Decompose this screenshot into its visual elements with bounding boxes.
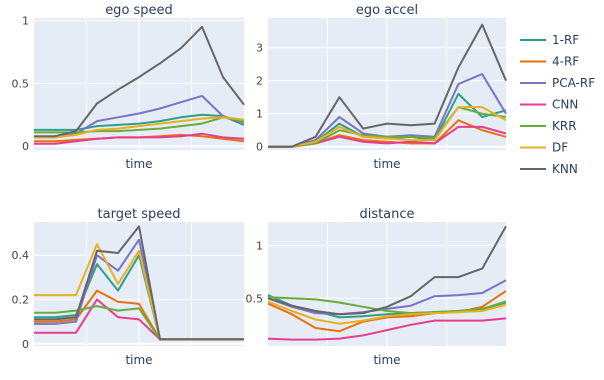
series-line-krr bbox=[267, 296, 507, 315]
x-axis-label: time bbox=[373, 353, 400, 367]
y-tick-label: 3 bbox=[256, 42, 263, 55]
y-tick-label: 0 bbox=[22, 338, 29, 351]
series-line-df bbox=[34, 116, 245, 139]
panel-title: ego speed bbox=[105, 3, 173, 18]
legend-label: 4-RF bbox=[552, 55, 579, 69]
x-axis-label: time bbox=[125, 353, 152, 367]
y-tick-label: 1 bbox=[256, 108, 263, 121]
panel-3: 0.5 1 distance time bbox=[246, 207, 507, 367]
y-tick-label: 0 bbox=[256, 141, 263, 154]
series-line-knn bbox=[268, 23, 507, 148]
panel-1: 0 1 2 3 ego accel time bbox=[256, 3, 507, 171]
series-line-knn bbox=[34, 25, 245, 138]
x-axis-label: time bbox=[373, 157, 400, 171]
x-axis-label: time bbox=[125, 157, 152, 171]
panel-0: 0 0.5 1 ego speed time bbox=[12, 3, 245, 171]
panel-title: distance bbox=[359, 207, 414, 222]
legend-label: KNN bbox=[552, 162, 578, 176]
legend-label: 1-RF bbox=[552, 33, 579, 47]
legend-label: KRR bbox=[552, 119, 577, 133]
legend-label: PCA-RF bbox=[552, 76, 595, 90]
y-tick-label: 1 bbox=[22, 15, 29, 28]
series-line-df bbox=[268, 106, 507, 148]
series-line-cnn bbox=[34, 132, 245, 145]
series-line-pca-rf bbox=[267, 279, 507, 316]
y-tick-label: 1 bbox=[256, 239, 263, 252]
panel-2: 0 0.2 0.4 target speed time bbox=[12, 207, 244, 367]
y-tick-label: 2 bbox=[256, 75, 263, 88]
legend-label: DF bbox=[552, 141, 568, 155]
series-line-knn bbox=[34, 225, 244, 341]
legend: 1-RF 4-RF PCA-RF CNN KRR DF KNN bbox=[520, 33, 595, 176]
series-line-df bbox=[267, 300, 507, 325]
series-line-1-rf bbox=[34, 113, 245, 131]
series-line-cnn bbox=[267, 317, 507, 341]
y-tick-label: 0.5 bbox=[246, 292, 264, 305]
panel-title: ego accel bbox=[356, 3, 418, 18]
series-line-krr bbox=[268, 106, 507, 148]
series-line-knn bbox=[267, 225, 507, 316]
y-tick-label: 0.2 bbox=[12, 294, 30, 307]
panel-title: target speed bbox=[98, 207, 181, 222]
legend-label: CNN bbox=[552, 98, 578, 112]
y-tick-label: 0.4 bbox=[12, 249, 30, 262]
y-tick-label: 0.5 bbox=[12, 77, 30, 90]
y-tick-label: 0 bbox=[22, 140, 29, 153]
